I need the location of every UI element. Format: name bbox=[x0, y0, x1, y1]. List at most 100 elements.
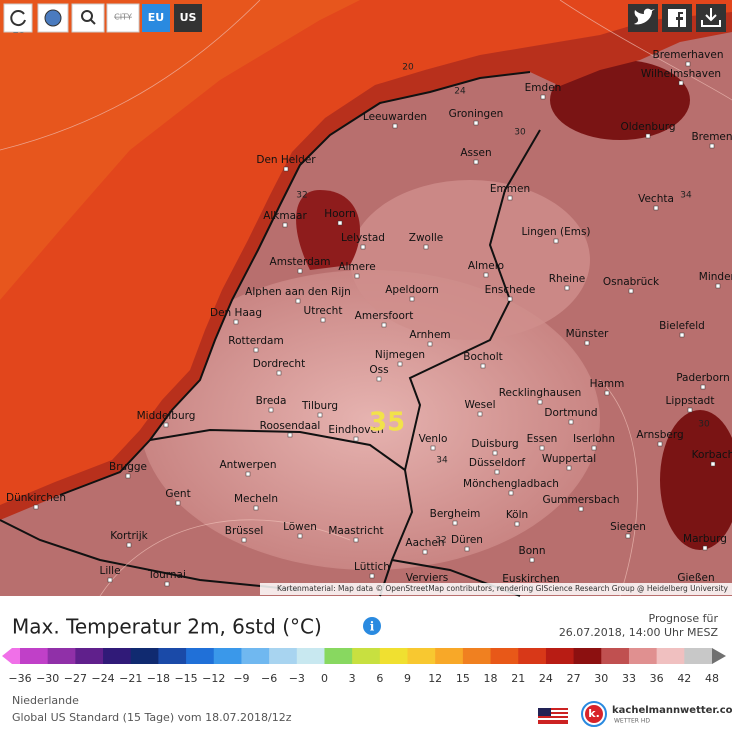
city-label: Oldenburg bbox=[620, 121, 675, 133]
zoom-button[interactable] bbox=[71, 3, 105, 33]
flag-stripe bbox=[538, 710, 568, 712]
legend-tick-label: −3 bbox=[289, 672, 305, 685]
legend-swatch bbox=[186, 648, 215, 664]
city-marker bbox=[241, 537, 247, 543]
legend-tick-label: −18 bbox=[147, 672, 170, 685]
legend-swatch bbox=[490, 648, 519, 664]
city-marker bbox=[233, 319, 239, 325]
dark-area bbox=[550, 60, 690, 140]
city-marker bbox=[715, 283, 721, 289]
contour-label: 30 bbox=[514, 128, 526, 138]
city-label: Groningen bbox=[449, 108, 504, 120]
city-label: Vechta bbox=[638, 193, 674, 205]
city-label: Eindhoven bbox=[328, 424, 383, 436]
city-label: Paderborn bbox=[676, 372, 730, 384]
legend-swatch bbox=[435, 648, 464, 664]
city-label: Utrecht bbox=[304, 305, 343, 317]
city-marker bbox=[33, 504, 39, 510]
city-label: Leeuwarden bbox=[363, 111, 427, 123]
ijsselmeer bbox=[296, 190, 360, 270]
map bbox=[0, 0, 732, 597]
city-label: Osnabrück bbox=[603, 276, 660, 288]
city-marker bbox=[297, 533, 303, 539]
city-label: Apeldoorn bbox=[385, 284, 439, 296]
city-label: Hamm bbox=[590, 378, 625, 390]
city-label: Emmen bbox=[490, 183, 530, 195]
facebook-button[interactable] bbox=[662, 4, 692, 32]
us-button[interactable] bbox=[174, 4, 202, 32]
city-label: Amsterdam bbox=[270, 256, 331, 268]
city-label: Nijmegen bbox=[375, 349, 425, 361]
max-label: 35 bbox=[369, 408, 405, 438]
city-marker bbox=[553, 238, 559, 244]
city-label: Düsseldorf bbox=[469, 457, 525, 469]
legend-swatch bbox=[545, 648, 575, 664]
city-label: Assen bbox=[460, 147, 491, 159]
city-marker bbox=[483, 272, 489, 278]
city-label: Arnhem bbox=[409, 329, 450, 341]
city-marker bbox=[625, 533, 631, 539]
legend-swatch bbox=[379, 648, 409, 664]
city-marker bbox=[283, 166, 289, 172]
city-marker bbox=[473, 120, 479, 126]
legend-tick-label: −6 bbox=[261, 672, 277, 685]
city-marker bbox=[354, 273, 360, 279]
city-label: Marburg bbox=[683, 533, 727, 545]
download-icon bbox=[701, 8, 721, 27]
city-marker bbox=[253, 347, 259, 353]
legend-tick-label: 18 bbox=[484, 672, 498, 685]
city-label: Venlo bbox=[419, 433, 448, 445]
us-flag bbox=[538, 708, 568, 724]
legend-swatch bbox=[213, 648, 242, 664]
eu-button[interactable] bbox=[142, 4, 170, 32]
toolbar: CITY EU US bbox=[3, 3, 726, 33]
city-marker bbox=[282, 222, 288, 228]
zoom-icon bbox=[90, 19, 96, 25]
legend-tick-label: 12 bbox=[428, 672, 442, 685]
legend-swatch bbox=[324, 648, 353, 664]
legend-swatch bbox=[20, 648, 49, 664]
info-icon[interactable] bbox=[363, 617, 381, 635]
city-marker bbox=[507, 296, 513, 302]
city-marker bbox=[276, 370, 282, 376]
city-label: Almelo bbox=[468, 260, 504, 272]
facebook-icon bbox=[668, 9, 686, 27]
legend-left-pad bbox=[12, 648, 20, 664]
city-label: Brugge bbox=[109, 461, 147, 473]
legend-swatch bbox=[684, 648, 713, 664]
contour-label: 20 bbox=[402, 63, 414, 73]
legend-tick-label: 24 bbox=[539, 672, 553, 685]
city-marker bbox=[126, 542, 132, 548]
city-label: Den Haag bbox=[210, 307, 262, 319]
city-marker bbox=[508, 490, 514, 496]
city-label: Enschede bbox=[485, 284, 536, 296]
city-marker bbox=[268, 407, 274, 413]
legend-tick-label: 33 bbox=[622, 672, 636, 685]
city-label: Lelystad bbox=[341, 232, 385, 244]
city-marker bbox=[685, 61, 691, 67]
city-layer: Bremerhaven Wilhelmshaven Emden Leeuwarden G… bbox=[6, 49, 732, 591]
city-marker bbox=[360, 244, 366, 250]
city-button[interactable] bbox=[106, 3, 140, 33]
legend-tick-label: 42 bbox=[677, 672, 691, 685]
legend-swatch bbox=[75, 648, 104, 664]
city-marker bbox=[409, 296, 415, 302]
city-marker bbox=[175, 500, 181, 506]
legend-swatch bbox=[47, 648, 76, 664]
legend-swatch bbox=[518, 648, 547, 664]
city-label: Antwerpen bbox=[219, 459, 276, 471]
chart-title: Max. Temperatur 2m, 6std (°C) bbox=[12, 615, 322, 639]
city-marker bbox=[376, 376, 382, 382]
city-label: Wesel bbox=[464, 399, 495, 411]
city-marker bbox=[540, 94, 546, 100]
city-label: Lippstadt bbox=[666, 395, 715, 407]
region: Niederlande bbox=[12, 694, 79, 707]
city-marker bbox=[657, 441, 663, 447]
city-marker bbox=[163, 422, 169, 428]
city-marker bbox=[422, 549, 428, 555]
city-marker bbox=[245, 471, 251, 477]
refresh-button[interactable] bbox=[3, 3, 33, 33]
city-label: Tournai bbox=[147, 569, 186, 581]
